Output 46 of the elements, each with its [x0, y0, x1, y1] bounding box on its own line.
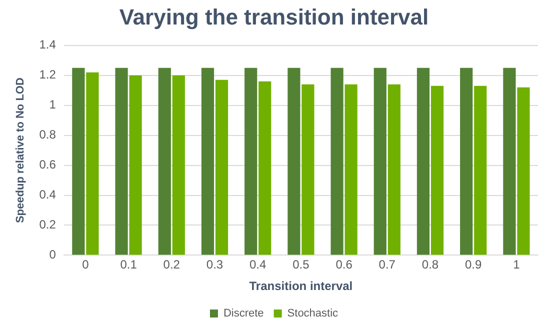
bar	[258, 81, 272, 255]
bar	[474, 86, 487, 255]
bar	[288, 68, 300, 255]
bar	[503, 68, 516, 255]
x-tick-label: 1	[513, 258, 520, 272]
bar	[388, 84, 400, 255]
bar	[115, 68, 128, 255]
bar	[344, 84, 358, 255]
x-tick-label: 0.5	[292, 258, 310, 272]
y-tick-label: 0	[49, 248, 56, 262]
x-tick-label: 0.6	[336, 258, 353, 272]
bar	[330, 68, 344, 255]
x-tick-label: 0.8	[422, 258, 439, 272]
bar	[129, 75, 142, 255]
bar	[517, 87, 530, 255]
bar	[416, 68, 430, 255]
legend-label: Discrete	[223, 308, 264, 320]
legend-label: Stochastic	[287, 308, 339, 320]
bar	[215, 80, 228, 255]
x-tick-label: 0.2	[163, 258, 180, 272]
bar	[374, 68, 386, 255]
y-tick-label: 0.8	[39, 128, 56, 142]
bar	[244, 68, 258, 255]
y-tick-label: 0.6	[39, 158, 56, 172]
x-tick-label: 0.7	[378, 258, 396, 272]
x-tick-label: 0.9	[465, 258, 482, 272]
x-tick-label: 0.1	[120, 258, 138, 272]
y-tick-label: 0.2	[39, 218, 56, 232]
y-tick-label: 0.4	[39, 188, 56, 202]
bar	[72, 68, 85, 255]
bar	[172, 75, 185, 255]
y-axis-title: Speedup relative to No LOD	[14, 78, 27, 224]
x-tick-label: 0.4	[249, 258, 267, 272]
chart-title: Varying the transition interval	[119, 4, 429, 30]
bar	[460, 68, 473, 255]
x-tick-label: 0	[82, 258, 90, 272]
bar	[86, 72, 99, 255]
bar	[158, 68, 171, 255]
x-axis-title: Transition interval	[249, 279, 353, 294]
bar	[302, 84, 314, 255]
y-tick-label: 1	[49, 98, 56, 112]
y-tick-label: 1.4	[39, 38, 56, 52]
y-tick-label: 1.2	[39, 68, 56, 82]
bar	[430, 86, 444, 255]
x-tick-label: 0.3	[206, 258, 224, 272]
bar	[201, 68, 214, 255]
